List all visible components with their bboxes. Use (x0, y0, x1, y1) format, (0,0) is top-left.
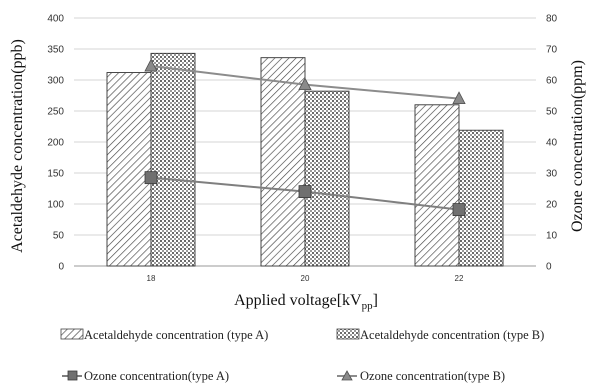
left-tick-label: 50 (53, 231, 65, 242)
left-tick-label: 0 (58, 262, 64, 273)
right-tick-label: 50 (546, 107, 558, 118)
bar-type-a (106, 72, 152, 267)
legend-item-ozone-type-b: Ozone concentration(type B) (337, 369, 505, 383)
right-tick-label: 70 (546, 45, 558, 56)
x-tick-label: 20 (301, 274, 310, 283)
legend-item-bar-type-b: Acetaldehyde concentration (type B) (336, 328, 544, 342)
ozone-point-type-a (298, 185, 312, 199)
x-axis-ticks: 18 20 22 (147, 274, 464, 283)
x-axis-title: Applied voltage[kVpp] (234, 292, 378, 312)
right-tick-label: 0 (546, 262, 552, 273)
ozone-point-type-b (298, 77, 312, 91)
left-tick-label: 400 (47, 14, 64, 25)
left-tick-label: 100 (47, 200, 64, 211)
legend: Acetaldehyde concentration (type A) Acet… (60, 328, 544, 383)
ozone-point-type-a (452, 203, 466, 216)
bar-type-b (458, 129, 504, 267)
legend-item-bar-type-a: Acetaldehyde concentration (type A) (60, 328, 268, 342)
right-y-axis-ticks: 0 10 20 30 40 50 60 70 80 (546, 14, 558, 273)
bar-type-a (260, 57, 306, 267)
left-tick-label: 250 (47, 107, 64, 118)
ozone-point-type-a (144, 171, 158, 185)
right-tick-label: 40 (546, 138, 558, 149)
x-tick-label: 18 (147, 274, 156, 283)
triangle-marker-icon (341, 370, 353, 381)
bar-type-b (150, 52, 196, 267)
x-axis-title-main: Applied voltage[kV (234, 292, 362, 309)
ozone-point-type-b (144, 58, 158, 72)
right-tick-label: 20 (546, 200, 558, 211)
bars (106, 52, 504, 267)
left-tick-label: 150 (47, 169, 64, 180)
legend-swatch-dotted (336, 328, 360, 340)
legend-label: Acetaldehyde concentration (type B) (360, 328, 544, 342)
ozone-point-type-b (452, 91, 466, 104)
square-marker-icon (67, 370, 78, 381)
bar-type-b (304, 90, 350, 267)
bar-type-a (414, 104, 460, 267)
legend-item-ozone-type-a: Ozone concentration(type A) (62, 369, 229, 383)
x-axis-title-end: ] (373, 292, 378, 309)
left-y-axis-title: Acetaldehyde concentration(ppb) (9, 39, 26, 253)
right-tick-label: 30 (546, 169, 558, 180)
left-y-axis-ticks: 0 50 100 150 200 250 300 350 400 (47, 14, 64, 273)
legend-label: Acetaldehyde concentration (type A) (84, 328, 268, 342)
ozone-lines (144, 58, 466, 216)
right-tick-label: 10 (546, 231, 558, 242)
legend-label: Ozone concentration(type B) (360, 369, 505, 383)
right-tick-label: 80 (546, 14, 558, 25)
left-tick-label: 350 (47, 45, 64, 56)
right-tick-label: 60 (546, 76, 558, 87)
legend-label: Ozone concentration(type A) (84, 369, 229, 383)
legend-swatch-hatch (60, 328, 84, 340)
right-y-axis-title: Ozone concentration(ppm) (569, 60, 586, 232)
left-tick-label: 200 (47, 138, 64, 149)
left-tick-label: 300 (47, 76, 64, 87)
x-axis-title-subscript: pp (362, 300, 374, 312)
x-tick-label: 22 (455, 274, 464, 283)
